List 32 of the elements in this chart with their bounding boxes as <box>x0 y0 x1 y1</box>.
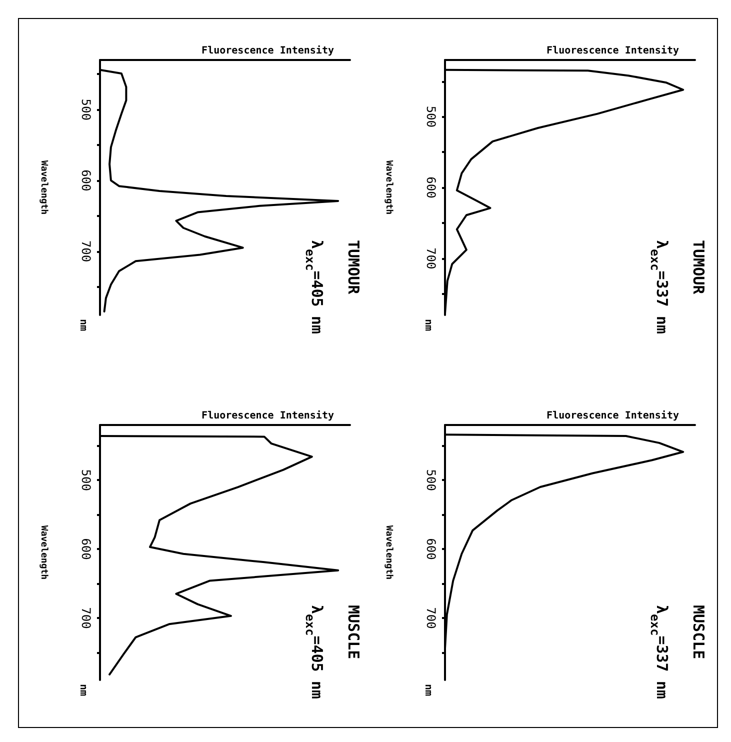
text: MUSCLE <box>690 605 708 660</box>
annotation: λexc=405 nm <box>303 240 326 334</box>
text: nm <box>422 319 434 332</box>
y-axis-title: Wavelength <box>38 525 48 580</box>
text: nm <box>78 684 88 696</box>
y-tick-label: 600 <box>79 170 93 192</box>
x-axis-title: Fluorescence Intensity <box>546 44 679 56</box>
y-tick-label: 700 <box>424 247 438 270</box>
y-tick-label: 500 <box>424 106 438 128</box>
y-tick-label: 500 <box>79 469 93 491</box>
x-axis-title: Fluorescence Intensity <box>202 44 334 56</box>
annotation: λexc=337 nm <box>648 240 671 334</box>
y-tick-label: 500 <box>79 98 93 120</box>
y-tick-label: 600 <box>79 538 93 560</box>
y-tick-label: 500 <box>424 469 438 491</box>
text: TUMOUR <box>690 240 708 296</box>
y-tick-label: 700 <box>79 607 93 629</box>
y-tick-label: 600 <box>424 538 438 560</box>
text: nm <box>422 684 434 696</box>
y-axis-title: Wavelength <box>384 160 394 215</box>
y-axis-title: Wavelength <box>38 160 48 215</box>
x-axis-title: Fluorescence Intensity <box>546 410 679 422</box>
annotation: λexc=405 nm <box>303 605 326 699</box>
y-tick-label: 700 <box>79 240 93 262</box>
annotation: λexc=337 nm <box>648 605 671 699</box>
y-tick-label: 700 <box>424 607 438 629</box>
y-tick-label: 600 <box>424 176 438 198</box>
text: nm <box>78 319 88 332</box>
text: MUSCLE <box>344 605 362 660</box>
text: TUMOUR <box>344 240 362 296</box>
x-axis-title: Fluorescence Intensity <box>202 410 334 422</box>
y-axis-title: Wavelength <box>384 525 394 580</box>
